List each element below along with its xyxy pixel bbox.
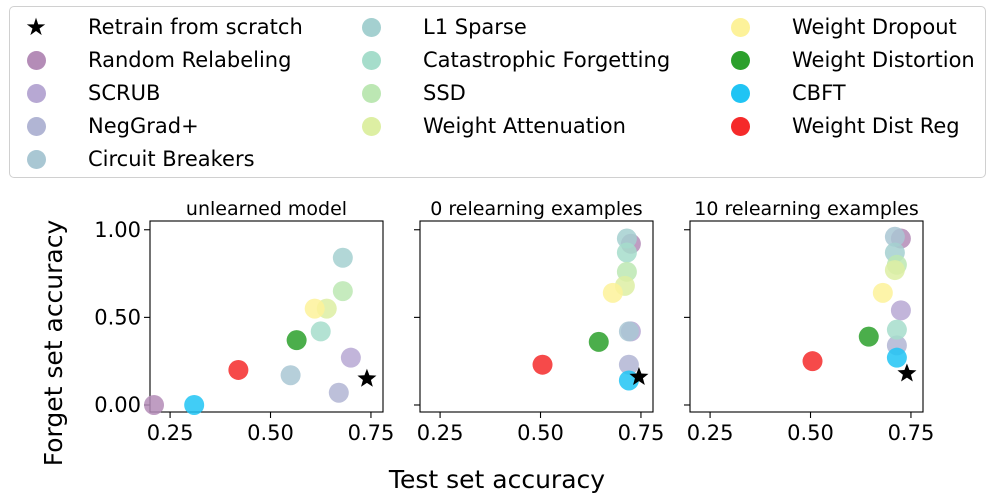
legend-label: Random Relabeling: [88, 48, 292, 72]
y-tick-label: 1.00: [94, 218, 141, 242]
legend-label: CBFT: [792, 81, 846, 105]
panel-title: 0 relearning examples: [430, 198, 642, 220]
x-tick-label: 0.25: [687, 421, 734, 445]
x-tick-label: 0.75: [888, 421, 935, 445]
legend-label: Retrain from scratch: [88, 15, 303, 39]
legend-item: Weight Dist Reg: [720, 110, 960, 142]
circle-marker-icon: [16, 44, 56, 76]
legend-label: SCRUB: [88, 81, 161, 105]
legend-item: Weight Distortion: [720, 44, 975, 76]
x-axis-label: Test set accuracy: [388, 465, 605, 494]
star-marker-icon: ★: [25, 13, 47, 41]
legend-label: Weight Dropout: [792, 15, 957, 39]
legend-item: Catastrophic Forgetting: [351, 44, 670, 76]
legend-item: Circuit Breakers: [16, 143, 255, 175]
legend-label: Circuit Breakers: [88, 147, 255, 171]
plot-frame: [689, 220, 924, 413]
circle-marker-icon: [720, 44, 760, 76]
x-tick-label: 0.25: [147, 421, 194, 445]
legend-item: Random Relabeling: [16, 44, 291, 76]
data-point: [304, 298, 325, 319]
legend-label: L1 Sparse: [423, 15, 527, 39]
circle-marker-icon: [16, 77, 56, 109]
data-point: [280, 365, 301, 386]
data-point: [184, 394, 205, 415]
data-point: [332, 247, 353, 268]
legend-item: CBFT: [720, 77, 846, 109]
data-point: [286, 330, 307, 351]
circle-marker-icon: [351, 44, 391, 76]
legend-label: Weight Attenuation: [423, 114, 626, 138]
legend-label: Weight Distortion: [792, 48, 975, 72]
data-point: [328, 382, 349, 403]
data-point: [872, 282, 893, 303]
data-point: [618, 321, 639, 342]
y-tick-label: 0.00: [94, 393, 141, 417]
data-point: [228, 359, 249, 380]
data-point-star: [357, 368, 377, 387]
data-point: [618, 354, 639, 375]
legend-item: NegGrad+: [16, 110, 199, 142]
y-axis-label: Forget set accuracy: [39, 220, 68, 467]
data-point: [890, 300, 911, 321]
data-point: [602, 282, 623, 303]
data-point: [616, 242, 637, 263]
legend-item: Weight Attenuation: [351, 110, 626, 142]
legend: ★ Retrain from scratch Random Relabeling SC…: [9, 6, 986, 178]
data-point-star: [897, 363, 917, 382]
panel-title: 10 relearning examples: [694, 198, 919, 220]
legend-item: ★ Retrain from scratch: [16, 11, 303, 43]
data-point: [332, 281, 353, 302]
legend-item: SCRUB: [16, 77, 160, 109]
x-tick-label: 0.50: [517, 421, 564, 445]
data-point: [886, 319, 907, 340]
data-point: [144, 394, 165, 415]
circle-marker-icon: [720, 11, 760, 43]
circle-marker-icon: [720, 110, 760, 142]
x-tick-label: 0.75: [348, 421, 395, 445]
circle-marker-icon: [720, 77, 760, 109]
data-point: [884, 226, 905, 247]
circle-marker-icon: [351, 77, 391, 109]
data-point: [886, 347, 907, 368]
plot-frame: [149, 220, 384, 413]
circle-marker-icon: [16, 110, 56, 142]
data-point: [884, 260, 905, 281]
legend-item: SSD: [351, 77, 466, 109]
legend-item: L1 Sparse: [351, 11, 527, 43]
x-tick-label: 0.50: [247, 421, 294, 445]
x-tick-label: 0.50: [787, 421, 834, 445]
data-point: [310, 321, 331, 342]
data-point: [588, 331, 609, 352]
y-tick-label: 0.50: [94, 305, 141, 329]
x-tick-label: 0.75: [618, 421, 665, 445]
data-point: [802, 351, 823, 372]
legend-item: Weight Dropout: [720, 11, 957, 43]
data-point-star: [629, 366, 649, 386]
legend-label: SSD: [423, 81, 466, 105]
circle-marker-icon: [351, 11, 391, 43]
legend-label: Catastrophic Forgetting: [423, 48, 671, 72]
plot-frame: [419, 220, 654, 413]
panel-title: unlearned model: [186, 198, 347, 220]
data-point: [858, 326, 879, 347]
circle-marker-icon: [351, 110, 391, 142]
data-point: [340, 347, 361, 368]
data-point: [616, 228, 637, 249]
legend-label: Weight Dist Reg: [792, 114, 960, 138]
data-point: [532, 354, 553, 375]
legend-label: NegGrad+: [88, 114, 199, 138]
x-tick-label: 0.25: [417, 421, 464, 445]
circle-marker-icon: [16, 143, 56, 175]
